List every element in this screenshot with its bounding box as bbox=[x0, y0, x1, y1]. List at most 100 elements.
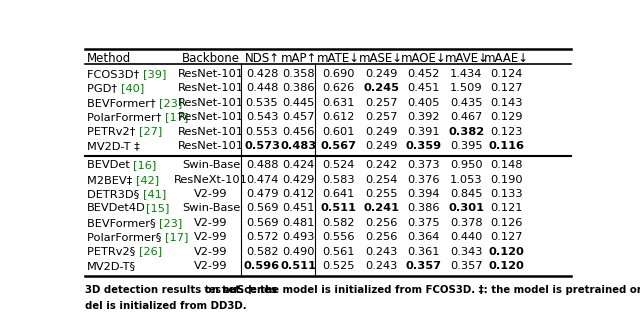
Text: 0.561: 0.561 bbox=[322, 247, 355, 257]
Text: 0.569: 0.569 bbox=[246, 203, 278, 214]
Text: 0.357: 0.357 bbox=[450, 261, 483, 271]
Text: 0.435: 0.435 bbox=[450, 98, 483, 108]
Text: 0.126: 0.126 bbox=[490, 218, 522, 228]
Text: 1.434: 1.434 bbox=[450, 69, 483, 79]
Text: 0.405: 0.405 bbox=[408, 98, 440, 108]
Text: 0.490: 0.490 bbox=[282, 247, 315, 257]
Text: 3D detection results on nuScenes: 3D detection results on nuScenes bbox=[85, 285, 280, 295]
Text: 0.451: 0.451 bbox=[408, 83, 440, 94]
Text: 0.121: 0.121 bbox=[490, 203, 522, 214]
Text: V2-99: V2-99 bbox=[194, 232, 228, 242]
Text: [40]: [40] bbox=[121, 83, 144, 94]
Text: 0.488: 0.488 bbox=[246, 161, 278, 170]
Text: mAAE↓: mAAE↓ bbox=[483, 52, 529, 65]
Text: 0.543: 0.543 bbox=[246, 112, 278, 122]
Text: 0.479: 0.479 bbox=[246, 189, 278, 199]
Text: 0.190: 0.190 bbox=[490, 175, 522, 185]
Text: 0.245: 0.245 bbox=[363, 83, 399, 94]
Text: MV2D-T§: MV2D-T§ bbox=[87, 261, 136, 271]
Text: ResNeXt-101: ResNeXt-101 bbox=[174, 175, 248, 185]
Text: ResNet-101: ResNet-101 bbox=[178, 98, 244, 108]
Text: 0.256: 0.256 bbox=[365, 232, 397, 242]
Text: 0.582: 0.582 bbox=[246, 247, 278, 257]
Text: FCOS3D†: FCOS3D† bbox=[87, 69, 143, 79]
Text: 0.511: 0.511 bbox=[321, 203, 356, 214]
Text: test: test bbox=[203, 285, 227, 295]
Text: 0.148: 0.148 bbox=[490, 161, 522, 170]
Text: [41]: [41] bbox=[143, 189, 166, 199]
Text: [17]: [17] bbox=[165, 232, 188, 242]
Text: del is initialized from DD3D.: del is initialized from DD3D. bbox=[85, 301, 246, 311]
Text: [17]: [17] bbox=[165, 112, 188, 122]
Text: 1.053: 1.053 bbox=[450, 175, 483, 185]
Text: 0.483: 0.483 bbox=[280, 141, 317, 151]
Text: BEVDet: BEVDet bbox=[87, 161, 134, 170]
Text: 0.257: 0.257 bbox=[365, 112, 397, 122]
Text: Method: Method bbox=[87, 52, 131, 65]
Text: [16]: [16] bbox=[134, 161, 157, 170]
Text: 0.376: 0.376 bbox=[408, 175, 440, 185]
Text: 0.429: 0.429 bbox=[282, 175, 315, 185]
Text: V2-99: V2-99 bbox=[194, 261, 228, 271]
Text: 0.583: 0.583 bbox=[322, 175, 355, 185]
Text: mAOE↓: mAOE↓ bbox=[401, 52, 447, 65]
Text: [23]: [23] bbox=[159, 98, 182, 108]
Text: 0.511: 0.511 bbox=[281, 261, 317, 271]
Text: V2-99: V2-99 bbox=[194, 218, 228, 228]
Text: 0.120: 0.120 bbox=[488, 247, 524, 257]
Text: ResNet-101: ResNet-101 bbox=[178, 69, 244, 79]
Text: PETRv2†: PETRv2† bbox=[87, 127, 139, 137]
Text: 0.254: 0.254 bbox=[365, 175, 397, 185]
Text: PGD†: PGD† bbox=[87, 83, 121, 94]
Text: 0.582: 0.582 bbox=[322, 218, 355, 228]
Text: 0.448: 0.448 bbox=[246, 83, 278, 94]
Text: 0.243: 0.243 bbox=[365, 261, 397, 271]
Text: 0.596: 0.596 bbox=[244, 261, 280, 271]
Text: ResNet-101: ResNet-101 bbox=[178, 83, 244, 94]
Text: Backbone: Backbone bbox=[182, 52, 240, 65]
Text: 0.457: 0.457 bbox=[282, 112, 315, 122]
Text: [23]: [23] bbox=[159, 218, 182, 228]
Text: 0.382: 0.382 bbox=[449, 127, 484, 137]
Text: 0.242: 0.242 bbox=[365, 161, 397, 170]
Text: 0.641: 0.641 bbox=[322, 189, 355, 199]
Text: V2-99: V2-99 bbox=[194, 247, 228, 257]
Text: mASE↓: mASE↓ bbox=[359, 52, 403, 65]
Text: 0.601: 0.601 bbox=[322, 127, 355, 137]
Text: PolarFormer†: PolarFormer† bbox=[87, 112, 165, 122]
Text: 0.845: 0.845 bbox=[450, 189, 483, 199]
Text: 0.129: 0.129 bbox=[490, 112, 522, 122]
Text: 0.375: 0.375 bbox=[408, 218, 440, 228]
Text: Swin-Base: Swin-Base bbox=[182, 161, 240, 170]
Text: 1.509: 1.509 bbox=[450, 83, 483, 94]
Text: 0.424: 0.424 bbox=[283, 161, 315, 170]
Text: NDS↑: NDS↑ bbox=[244, 52, 280, 65]
Text: 0.361: 0.361 bbox=[408, 247, 440, 257]
Text: 0.452: 0.452 bbox=[408, 69, 440, 79]
Text: BEVDet4D: BEVDet4D bbox=[87, 203, 146, 214]
Text: 0.553: 0.553 bbox=[246, 127, 278, 137]
Text: 0.467: 0.467 bbox=[450, 112, 483, 122]
Text: 0.249: 0.249 bbox=[365, 141, 397, 151]
Text: set. †: the model is initialized from FCOS3D. ‡: the model is pretrained on: set. †: the model is initialized from FC… bbox=[219, 285, 640, 295]
Text: mAP↑: mAP↑ bbox=[280, 52, 317, 65]
Text: 0.364: 0.364 bbox=[408, 232, 440, 242]
Text: 0.569: 0.569 bbox=[246, 218, 278, 228]
Text: 0.357: 0.357 bbox=[406, 261, 442, 271]
Text: mAVE↓: mAVE↓ bbox=[444, 52, 488, 65]
Text: 0.474: 0.474 bbox=[246, 175, 278, 185]
Text: 0.572: 0.572 bbox=[246, 232, 278, 242]
Text: 0.391: 0.391 bbox=[408, 127, 440, 137]
Text: PETRv2§: PETRv2§ bbox=[87, 247, 139, 257]
Text: 0.493: 0.493 bbox=[282, 232, 315, 242]
Text: 0.445: 0.445 bbox=[282, 98, 315, 108]
Text: ResNet-101: ResNet-101 bbox=[178, 141, 244, 151]
Text: PolarFormer§: PolarFormer§ bbox=[87, 232, 165, 242]
Text: M2BEV‡: M2BEV‡ bbox=[87, 175, 136, 185]
Text: 0.392: 0.392 bbox=[408, 112, 440, 122]
Text: 0.428: 0.428 bbox=[246, 69, 278, 79]
Text: DETR3D§: DETR3D§ bbox=[87, 189, 143, 199]
Text: 0.241: 0.241 bbox=[363, 203, 399, 214]
Text: 0.451: 0.451 bbox=[282, 203, 315, 214]
Text: 0.127: 0.127 bbox=[490, 232, 522, 242]
